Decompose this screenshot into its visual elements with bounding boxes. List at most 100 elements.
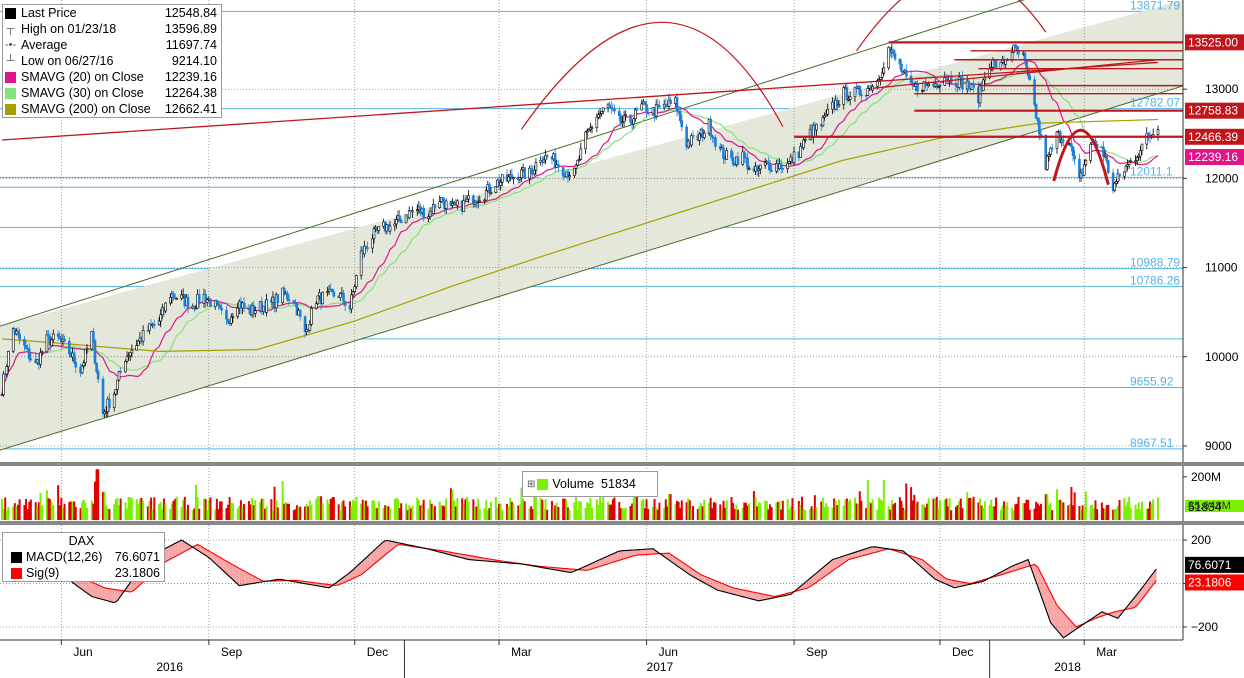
volume-bar xyxy=(464,499,467,520)
candle-body xyxy=(407,210,411,219)
candle-body xyxy=(799,146,802,158)
legend-item-low: ┴ Low on 06/27/16 9214.10 xyxy=(3,53,221,69)
macd-fill xyxy=(800,583,804,590)
macd-fill xyxy=(704,576,708,585)
volume-bar xyxy=(377,501,380,520)
volume-bar xyxy=(735,504,738,520)
volume-bar xyxy=(752,491,755,520)
macd-fill xyxy=(925,562,929,574)
legend-swatch xyxy=(11,567,22,579)
candle-body xyxy=(1055,131,1059,149)
candle-body xyxy=(577,159,581,161)
volume-bar xyxy=(441,505,444,520)
macd-fill xyxy=(98,584,102,600)
candle-body xyxy=(217,302,220,306)
candle-body xyxy=(1012,44,1016,53)
volume-bar xyxy=(170,503,173,520)
volume-bar xyxy=(1017,496,1020,520)
candle-body xyxy=(770,170,773,172)
candle-body xyxy=(545,154,549,158)
volume-bar xyxy=(720,510,723,520)
volume-bar xyxy=(406,510,409,520)
candle-body xyxy=(781,168,785,170)
volume-bar xyxy=(1038,505,1041,520)
volume-bar xyxy=(756,506,759,520)
volume-secondary-tag-label: 85.648M xyxy=(1188,500,1231,512)
volume-bar xyxy=(1051,510,1054,520)
volume-bar xyxy=(95,469,98,520)
volume-bar xyxy=(927,498,930,520)
macd-fill xyxy=(175,541,179,557)
candle-body xyxy=(475,201,478,204)
volume-bar xyxy=(355,496,358,520)
candle-body xyxy=(359,250,363,276)
legend-value: 76.6071 xyxy=(114,550,160,564)
volume-bar xyxy=(183,496,186,520)
volume-bar xyxy=(506,503,509,520)
candle-body xyxy=(566,171,570,178)
macd-fill xyxy=(1012,564,1016,572)
candle-body xyxy=(393,223,397,227)
volume-bar xyxy=(79,508,82,520)
macd-fill xyxy=(627,550,631,558)
volume-bar xyxy=(360,503,363,520)
volume-bar xyxy=(591,507,594,520)
volume-bar xyxy=(461,498,464,520)
macd-fill xyxy=(710,578,714,589)
volume-bar xyxy=(393,499,396,520)
macd-fill xyxy=(386,540,391,554)
candle-body xyxy=(3,373,7,376)
volume-bar xyxy=(318,496,321,520)
volume-bar xyxy=(517,505,520,520)
volume-bar xyxy=(454,506,457,520)
panel-separators xyxy=(0,462,1244,525)
macd-fill xyxy=(819,567,823,580)
candle-body xyxy=(622,115,626,123)
candle-body xyxy=(698,133,701,141)
volume-bar xyxy=(361,499,364,520)
candle-body xyxy=(1124,165,1128,173)
macd-fill xyxy=(742,589,746,598)
candle-body xyxy=(746,157,749,170)
macd-fill xyxy=(226,561,230,577)
volume-bar xyxy=(60,497,63,520)
volume-bar xyxy=(544,499,547,520)
volume-value-tag-label: 51834 xyxy=(1188,500,1222,514)
candle-body xyxy=(108,398,111,408)
volume-bars xyxy=(1,469,1159,520)
volume-bar xyxy=(281,481,284,520)
macd-fill xyxy=(633,549,637,556)
volume-bar xyxy=(539,497,542,520)
candle-body xyxy=(613,108,616,112)
volume-bar xyxy=(647,509,650,520)
volume-bar xyxy=(169,508,172,520)
macd-fill xyxy=(1024,559,1029,568)
candle-body xyxy=(1105,155,1108,162)
candle-body xyxy=(478,200,482,203)
macd-fill xyxy=(220,557,224,571)
volume-bar xyxy=(501,510,504,520)
volume-bar xyxy=(230,502,233,520)
macd-fill xyxy=(931,567,936,580)
macd-fill xyxy=(835,557,839,569)
candle-body xyxy=(286,292,289,300)
volume-bar xyxy=(374,507,377,520)
candle-body xyxy=(169,297,172,304)
volume-bar xyxy=(631,503,634,520)
volume-bar xyxy=(352,499,355,520)
volume-value-tag xyxy=(1185,500,1244,512)
volume-bar xyxy=(1123,498,1126,520)
candle-body xyxy=(1115,181,1118,184)
volume-bar xyxy=(892,504,895,520)
volume-bar xyxy=(703,499,706,520)
macd-fill xyxy=(361,559,365,575)
candle-body xyxy=(629,114,632,123)
volume-bar xyxy=(1006,502,1009,520)
macd-y-tick-label: −200 xyxy=(1191,620,1218,634)
expand-icon[interactable]: ⊞ xyxy=(527,478,536,490)
y-tick-label: 13000 xyxy=(1205,82,1239,96)
volume-bar xyxy=(1100,502,1103,520)
candle-body xyxy=(893,53,897,60)
macd-fill xyxy=(85,579,89,595)
